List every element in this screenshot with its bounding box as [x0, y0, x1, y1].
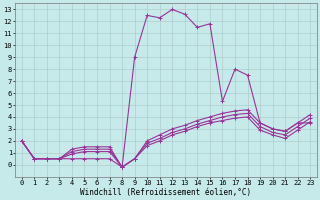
X-axis label: Windchill (Refroidissement éolien,°C): Windchill (Refroidissement éolien,°C)	[80, 188, 252, 197]
